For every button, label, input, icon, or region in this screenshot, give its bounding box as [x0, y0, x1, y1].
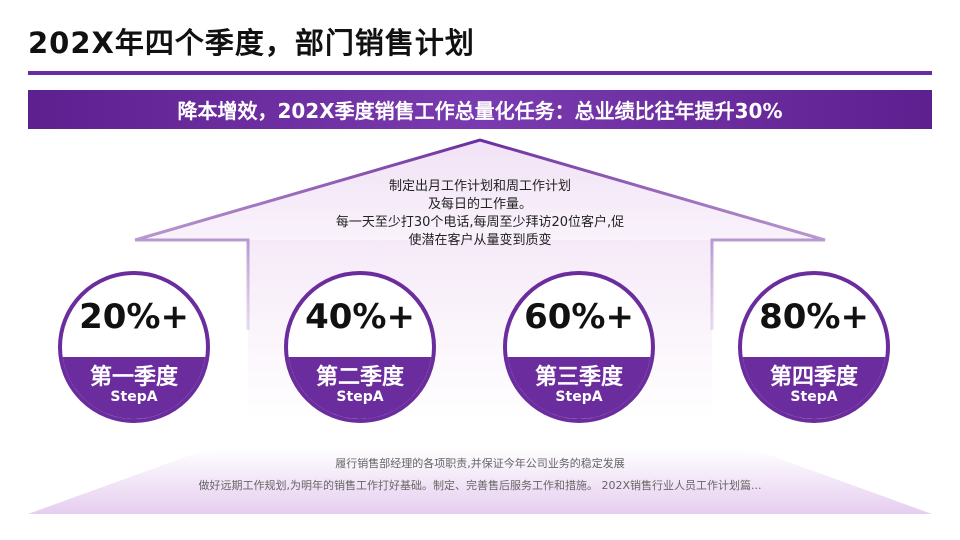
quarter-percent: 20%+	[79, 297, 189, 337]
quarter-label: 第二季度	[315, 365, 404, 390]
house-roof	[135, 140, 825, 240]
quarter-plate: 第三季度 StepA	[507, 357, 651, 419]
quarter-label: 第四季度	[769, 365, 858, 390]
quarter-step: StepA	[110, 389, 158, 405]
bottom-note-2: 做好远期工作规划,为明年的销售工作打好基础。制定、完善售后服务工作和措施。 20…	[198, 479, 762, 492]
quarter-label: 第三季度	[534, 365, 623, 390]
quarter-plate: 第二季度 StepA	[288, 357, 432, 419]
quarter-step: StepA	[336, 389, 384, 405]
quarter-plate: 第一季度 StepA	[62, 357, 206, 419]
quarter-percent: 40%+	[305, 297, 415, 337]
quarter-badge-q2: 40%+ 第二季度 StepA	[284, 271, 436, 423]
roof-plan-text: 制定出月工作计划和周工作计划 及每日的工作量。 每一天至少打30个电话,每周至少…	[290, 178, 670, 250]
floor-base	[28, 448, 932, 514]
bottom-note-1: 履行销售部经理的各项职责,并保证今年公司业务的稳定发展	[335, 457, 625, 470]
quarter-label: 第一季度	[89, 365, 178, 390]
roof-text-line: 使潜在客户从量变到质变	[408, 233, 552, 248]
title-divider	[28, 71, 932, 75]
quarter-badge-q3: 60%+ 第三季度 StepA	[503, 271, 655, 423]
page-title: 202X年四个季度，部门销售计划	[28, 26, 475, 60]
quarter-step: StepA	[790, 389, 838, 405]
quarter-step: StepA	[555, 389, 603, 405]
quarter-badge-q1: 20%+ 第一季度 StepA	[58, 271, 210, 423]
roof-text-line: 每一天至少打30个电话,每周至少拜访20位客户,促	[335, 215, 625, 230]
quarter-badge-q4: 80%+ 第四季度 StepA	[738, 271, 890, 423]
roof-text-line: 制定出月工作计划和周工作计划	[388, 179, 571, 194]
quarter-percent: 80%+	[759, 297, 869, 337]
goal-banner: 降本增效，202X季度销售工作总量化任务：总业绩比往年提升30%	[28, 90, 932, 129]
quarter-percent: 60%+	[524, 297, 634, 337]
house-outline	[134, 138, 826, 330]
roof-text-line: 及每日的工作量。	[427, 197, 532, 212]
quarter-plate: 第四季度 StepA	[742, 357, 886, 419]
